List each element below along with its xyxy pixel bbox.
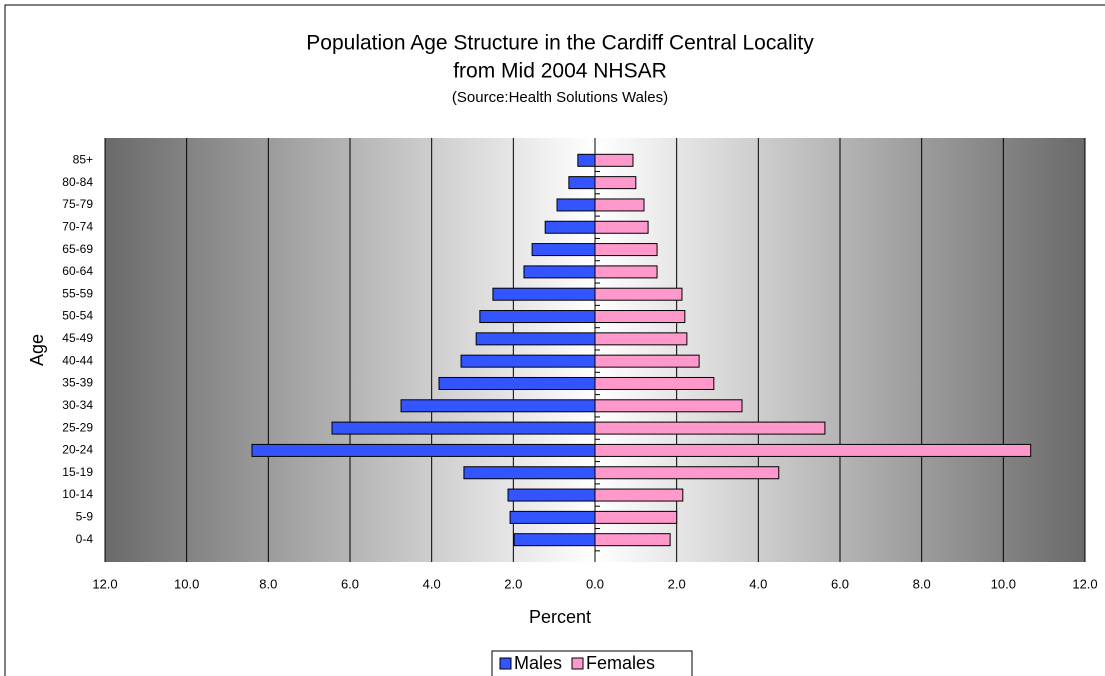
bar — [400, 399, 596, 413]
bar — [594, 533, 671, 547]
bar — [594, 332, 688, 346]
y-tick-label: 85+ — [73, 152, 93, 166]
y-tick-label: 70-74 — [62, 219, 93, 233]
x-tick-label: 4.0 — [749, 576, 767, 591]
bar — [492, 287, 596, 301]
bar — [594, 421, 826, 435]
bar — [594, 265, 658, 279]
y-tick-label: 20-24 — [62, 443, 93, 457]
y-tick-label: 30-34 — [62, 398, 93, 412]
bar — [594, 354, 700, 368]
x-tick-label: 0.0 — [586, 576, 604, 591]
bar — [568, 176, 596, 190]
bar — [509, 510, 596, 524]
legend-label: Females — [586, 653, 655, 673]
y-tick-label: 55-59 — [62, 286, 93, 300]
legend-swatch — [499, 657, 512, 670]
y-tick-label: 25-29 — [62, 420, 93, 434]
bar — [594, 510, 678, 524]
y-tick-label: 0-4 — [76, 532, 94, 546]
bar — [594, 466, 780, 480]
y-tick-label: 35-39 — [62, 376, 93, 390]
bar — [594, 198, 645, 212]
x-tick-label: 8.0 — [259, 576, 277, 591]
x-tick-label: 4.0 — [423, 576, 441, 591]
bar — [513, 533, 596, 547]
legend: Males Females — [491, 650, 693, 676]
bar — [544, 220, 596, 234]
y-tick-label: 80-84 — [62, 175, 93, 189]
x-tick-label: 6.0 — [341, 576, 359, 591]
bar — [594, 287, 683, 301]
bar — [507, 488, 596, 502]
bar — [594, 243, 658, 257]
bar — [594, 153, 634, 167]
x-tick-label: 10.0 — [174, 576, 199, 591]
y-tick-label: 15-19 — [62, 465, 93, 479]
bar — [594, 399, 743, 413]
y-tick-label: 60-64 — [62, 264, 93, 278]
bar — [594, 176, 637, 190]
chart-source: (Source:Health Solutions Wales) — [452, 89, 668, 106]
legend-box — [491, 650, 693, 676]
bar — [594, 443, 1032, 457]
bar — [577, 153, 596, 167]
y-tick-label: 50-54 — [62, 309, 93, 323]
bar — [438, 376, 596, 390]
x-tick-label: 6.0 — [831, 576, 849, 591]
bar — [251, 443, 596, 457]
y-tick-label: 5-9 — [76, 510, 94, 524]
bar — [594, 310, 686, 324]
x-axis-label: Percent — [529, 607, 591, 627]
x-tick-label: 2.0 — [668, 576, 686, 591]
y-tick-label: 40-44 — [62, 353, 93, 367]
bar — [594, 488, 684, 502]
bar — [594, 220, 649, 234]
bar — [531, 243, 596, 257]
bar — [463, 466, 596, 480]
x-tick-label: 8.0 — [913, 576, 931, 591]
bar — [331, 421, 596, 435]
chart-title: Population Age Structure in the Cardiff … — [306, 32, 814, 55]
y-tick-label: 65-69 — [62, 242, 93, 256]
y-tick-label: 10-14 — [62, 487, 93, 501]
x-tick-label: 10.0 — [991, 576, 1016, 591]
bar — [523, 265, 596, 279]
x-tick-label: 2.0 — [504, 576, 522, 591]
bar — [479, 310, 596, 324]
legend-swatch — [571, 657, 584, 670]
bar — [594, 376, 715, 390]
bar — [460, 354, 596, 368]
bar — [475, 332, 596, 346]
y-axis-label: Age — [27, 334, 47, 366]
x-tick-label: 12.0 — [92, 576, 117, 591]
legend-label: Males — [514, 653, 562, 673]
x-tick-label: 12.0 — [1072, 576, 1097, 591]
chart-subtitle: from Mid 2004 NHSAR — [453, 60, 667, 83]
y-tick-label: 75-79 — [62, 197, 93, 211]
bar — [556, 198, 596, 212]
y-tick-label: 45-49 — [62, 331, 93, 345]
